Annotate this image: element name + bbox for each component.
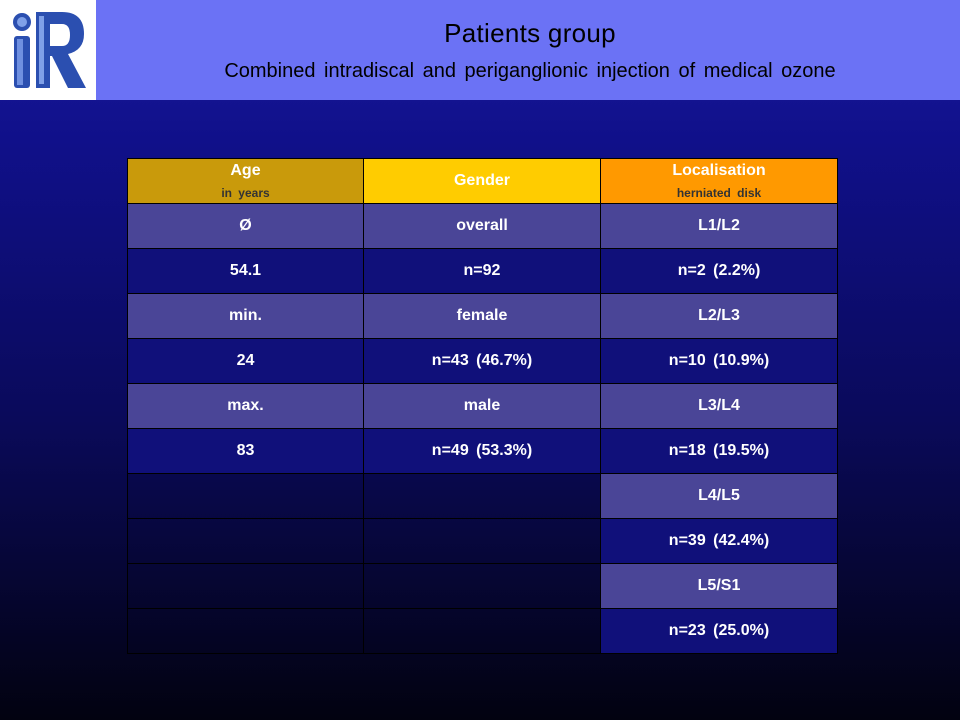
table-cell: 24 (127, 338, 364, 384)
table-cell: L5/S1 (600, 563, 838, 609)
header-gender: Gender (363, 158, 601, 204)
table-cell: n=10 (10.9%) (600, 338, 838, 384)
table-cell-empty (127, 473, 364, 519)
table-row: n=23 (25.0%) (127, 608, 838, 654)
table-cell-empty (127, 518, 364, 564)
table-cell: 54.1 (127, 248, 364, 294)
table-cell: Ø (127, 203, 364, 249)
header-localisation-label: Localisation (672, 162, 766, 179)
table-cell-empty (363, 518, 601, 564)
table-row: n=39 (42.4%) (127, 518, 838, 564)
table-cell-empty (127, 563, 364, 609)
table-row: L5/S1 (127, 563, 838, 609)
table-header-row: Age in years Gender Localisation herniat… (127, 158, 838, 204)
ir-logo-icon (13, 12, 86, 88)
page-subtitle: Combined intradiscal and periganglionic … (224, 60, 836, 82)
table-cell-empty (127, 608, 364, 654)
header-age-label: Age (230, 162, 261, 179)
table-row: min. female L2/L3 (127, 293, 838, 339)
table-row: max. male L3/L4 (127, 383, 838, 429)
table-cell: n=18 (19.5%) (600, 428, 838, 474)
table-cell: male (363, 383, 601, 429)
table-cell: n=2 (2.2%) (600, 248, 838, 294)
table-cell: min. (127, 293, 364, 339)
page-title: Patients group (444, 18, 616, 48)
header-age-sub: in years (221, 186, 270, 200)
table-cell: n=49 (53.3%) (363, 428, 601, 474)
table-row: 83 n=49 (53.3%) n=18 (19.5%) (127, 428, 838, 474)
table-cell: max. (127, 383, 364, 429)
header-gender-label: Gender (453, 172, 510, 189)
header-localisation: Localisation herniated disk (600, 158, 838, 204)
table-cell: n=92 (363, 248, 601, 294)
patients-table: Age in years Gender Localisation herniat… (127, 158, 838, 654)
header-localisation-sub: herniated disk (676, 186, 762, 200)
slide-header: Patients group Combined intradiscal and … (0, 0, 960, 100)
table-cell-empty (363, 473, 601, 519)
table-row: L4/L5 (127, 473, 838, 519)
table-cell-empty (363, 608, 601, 654)
table-cell: L2/L3 (600, 293, 838, 339)
table-cell: 83 (127, 428, 364, 474)
table-cell: n=43 (46.7%) (363, 338, 601, 384)
table-cell: female (363, 293, 601, 339)
table-cell: L3/L4 (600, 383, 838, 429)
table-cell: overall (363, 203, 601, 249)
table-cell: n=23 (25.0%) (600, 608, 838, 654)
table-cell: n=39 (42.4%) (600, 518, 838, 564)
table-cell-empty (363, 563, 601, 609)
header-age: Age in years (127, 158, 364, 204)
table-cell: L1/L2 (600, 203, 838, 249)
table-row: 54.1 n=92 n=2 (2.2%) (127, 248, 838, 294)
ir-logo (0, 0, 96, 100)
table-row: 24 n=43 (46.7%) n=10 (10.9%) (127, 338, 838, 384)
table-row: Ø overall L1/L2 (127, 203, 838, 249)
table-cell: L4/L5 (600, 473, 838, 519)
